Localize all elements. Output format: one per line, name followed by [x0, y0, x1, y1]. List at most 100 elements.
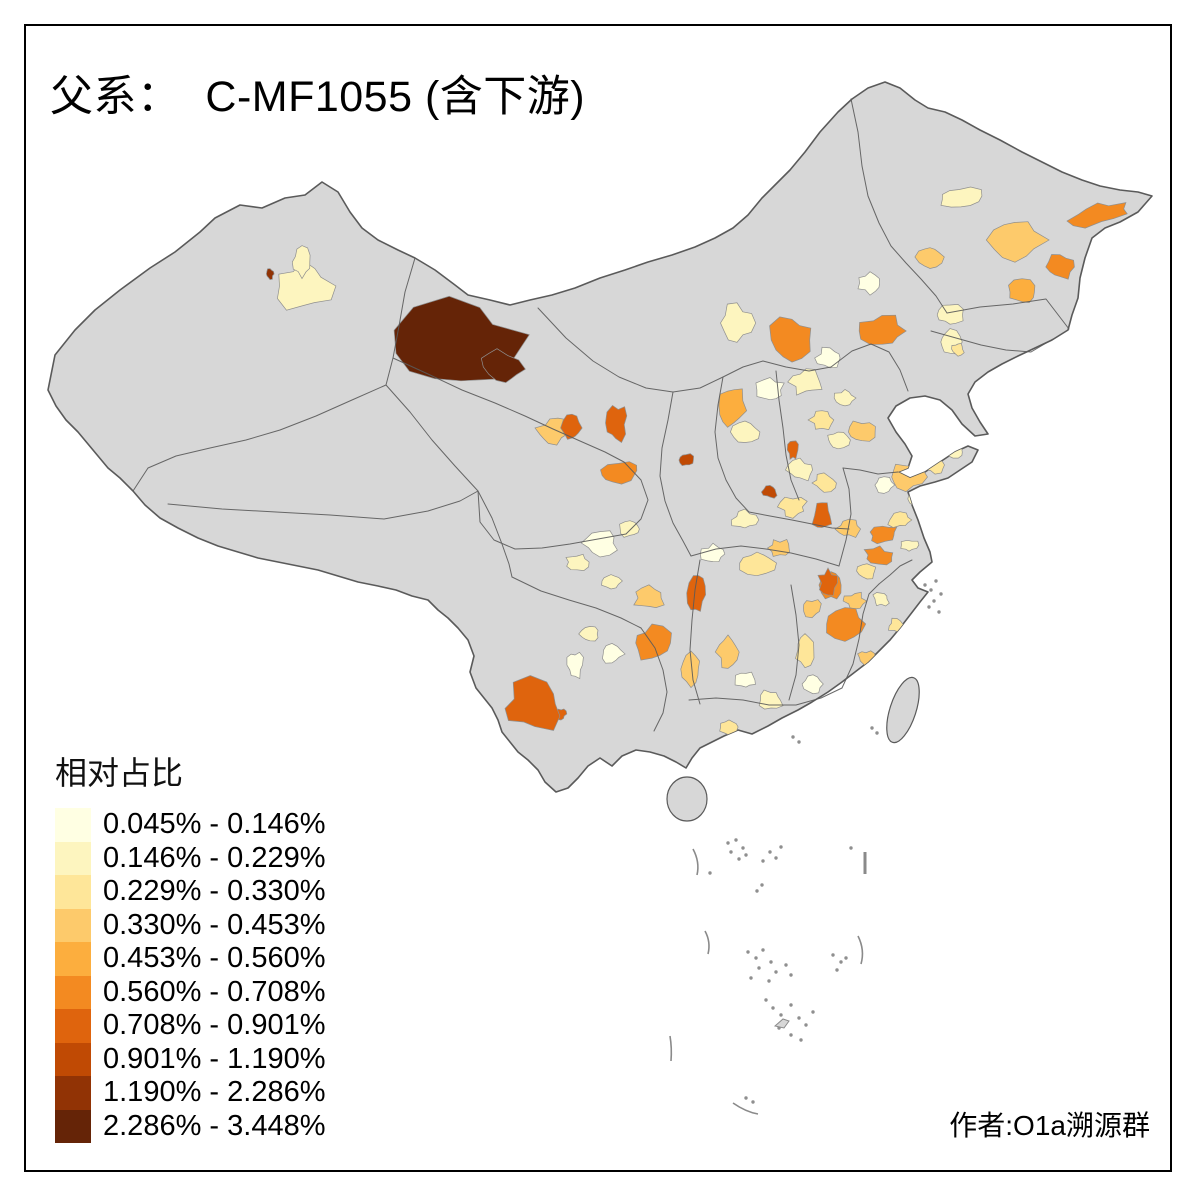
- map-region: [734, 671, 756, 688]
- map-region: [266, 268, 275, 280]
- legend-item: 1.190% - 2.286%: [55, 1076, 325, 1110]
- legend-swatch: [55, 841, 91, 875]
- map-region: [566, 651, 584, 680]
- legend-label: 1.190% - 2.286%: [103, 1076, 326, 1108]
- map-region: [827, 431, 851, 450]
- map-region: [786, 440, 799, 460]
- map-region: [1066, 202, 1128, 229]
- legend-rows: 0.045% - 0.146% 0.146% - 0.229% 0.229% - 0…: [55, 808, 325, 1143]
- legend-swatch: [55, 875, 91, 909]
- map-region: [776, 496, 808, 519]
- legend-label: 2.286% - 3.448%: [103, 1109, 326, 1142]
- legend-item: 2.286% - 3.448%: [55, 1109, 326, 1143]
- legend-label: 0.330% - 0.453%: [103, 908, 326, 941]
- map-region: [730, 420, 761, 443]
- map-region: [714, 634, 740, 669]
- map-region: [633, 584, 665, 608]
- map-region: [700, 542, 726, 563]
- legend-swatch: [55, 808, 91, 842]
- legend-swatch: [55, 975, 91, 1009]
- legend-item: 0.229% - 0.330%: [55, 875, 325, 909]
- legend-title: 相对占比: [55, 755, 184, 791]
- map-region: [874, 476, 896, 494]
- map-region: [848, 420, 876, 442]
- map-region: [858, 314, 907, 345]
- map-region: [936, 304, 964, 325]
- legend-item: 0.901% - 1.190%: [55, 1042, 326, 1076]
- map-region: [730, 508, 760, 529]
- legend-label: 0.901% - 1.190%: [103, 1042, 326, 1075]
- map-region: [857, 271, 880, 296]
- map-region: [863, 545, 894, 566]
- map-region: [739, 551, 777, 577]
- map-region: [565, 553, 590, 571]
- map-region: [602, 643, 626, 664]
- map-region: [940, 186, 983, 208]
- map-region: [985, 221, 1050, 263]
- map-region: [678, 453, 694, 466]
- map-region: [803, 599, 822, 619]
- map-region: [718, 388, 748, 428]
- map-region: [856, 563, 877, 580]
- map-region: [720, 302, 757, 343]
- legend-swatch: [55, 942, 91, 976]
- legend-item: 0.453% - 0.560%: [55, 942, 325, 976]
- legend-swatch: [55, 908, 91, 942]
- map-region: [680, 650, 700, 689]
- map-region: [814, 346, 841, 369]
- map-region: [504, 675, 561, 731]
- map-region: [480, 348, 526, 383]
- map-region: [891, 463, 928, 493]
- map-region: [842, 591, 868, 610]
- legend-item: 0.708% - 0.901%: [55, 1009, 325, 1043]
- map-region: [833, 388, 857, 407]
- map-region: [760, 485, 778, 499]
- map-region: [600, 461, 638, 485]
- map-region: [686, 575, 706, 612]
- map-region: [1008, 278, 1036, 303]
- map-region: [291, 245, 311, 280]
- map-region: [872, 592, 890, 607]
- legend-label: 0.708% - 0.901%: [103, 1009, 326, 1041]
- legend-label: 0.453% - 0.560%: [103, 942, 326, 974]
- map-region: [578, 626, 599, 642]
- map-region: [951, 342, 965, 357]
- legend-label: 0.560% - 0.708%: [103, 975, 326, 1008]
- map-region: [560, 413, 583, 440]
- map-region: [807, 410, 835, 430]
- map-region: [1045, 254, 1075, 280]
- plot-title: 父系： C-MF1055 (含下游): [50, 73, 586, 121]
- map-region: [601, 574, 623, 590]
- legend-item: 0.560% - 0.708%: [55, 975, 326, 1009]
- legend-label: 0.146% - 0.229%: [103, 841, 326, 874]
- map-region: [801, 674, 824, 695]
- map-region: [826, 607, 867, 642]
- legend-swatch: [55, 1076, 91, 1110]
- map-region: [811, 502, 833, 528]
- legend-swatch: [55, 1009, 91, 1043]
- map-region: [277, 259, 337, 311]
- map-region: [842, 680, 861, 696]
- map-region: [605, 405, 628, 444]
- legend-item: 0.045% - 0.146%: [55, 808, 325, 842]
- legend: 相对占比 0.045% - 0.146% 0.146% - 0.229% 0.229…: [55, 748, 325, 1143]
- map-region: [869, 525, 898, 545]
- map-region: [795, 633, 815, 669]
- map-region: [769, 316, 812, 363]
- legend-label: 0.229% - 0.330%: [103, 875, 326, 907]
- map-region: [914, 247, 945, 269]
- map-region: [887, 511, 913, 528]
- map-region: [900, 540, 920, 552]
- legend-item: 0.330% - 0.453%: [55, 908, 326, 942]
- legend-swatch: [55, 1042, 91, 1076]
- legend-label: 0.045% - 0.146%: [103, 808, 326, 840]
- map-region: [785, 457, 813, 482]
- map-region: [811, 472, 837, 493]
- map-region: [817, 567, 838, 596]
- legend-swatch: [55, 1109, 91, 1143]
- attribution: 作者:O1a溯源群: [949, 1110, 1150, 1141]
- map-region: [942, 445, 963, 459]
- legend-item: 0.146% - 0.229%: [55, 841, 326, 875]
